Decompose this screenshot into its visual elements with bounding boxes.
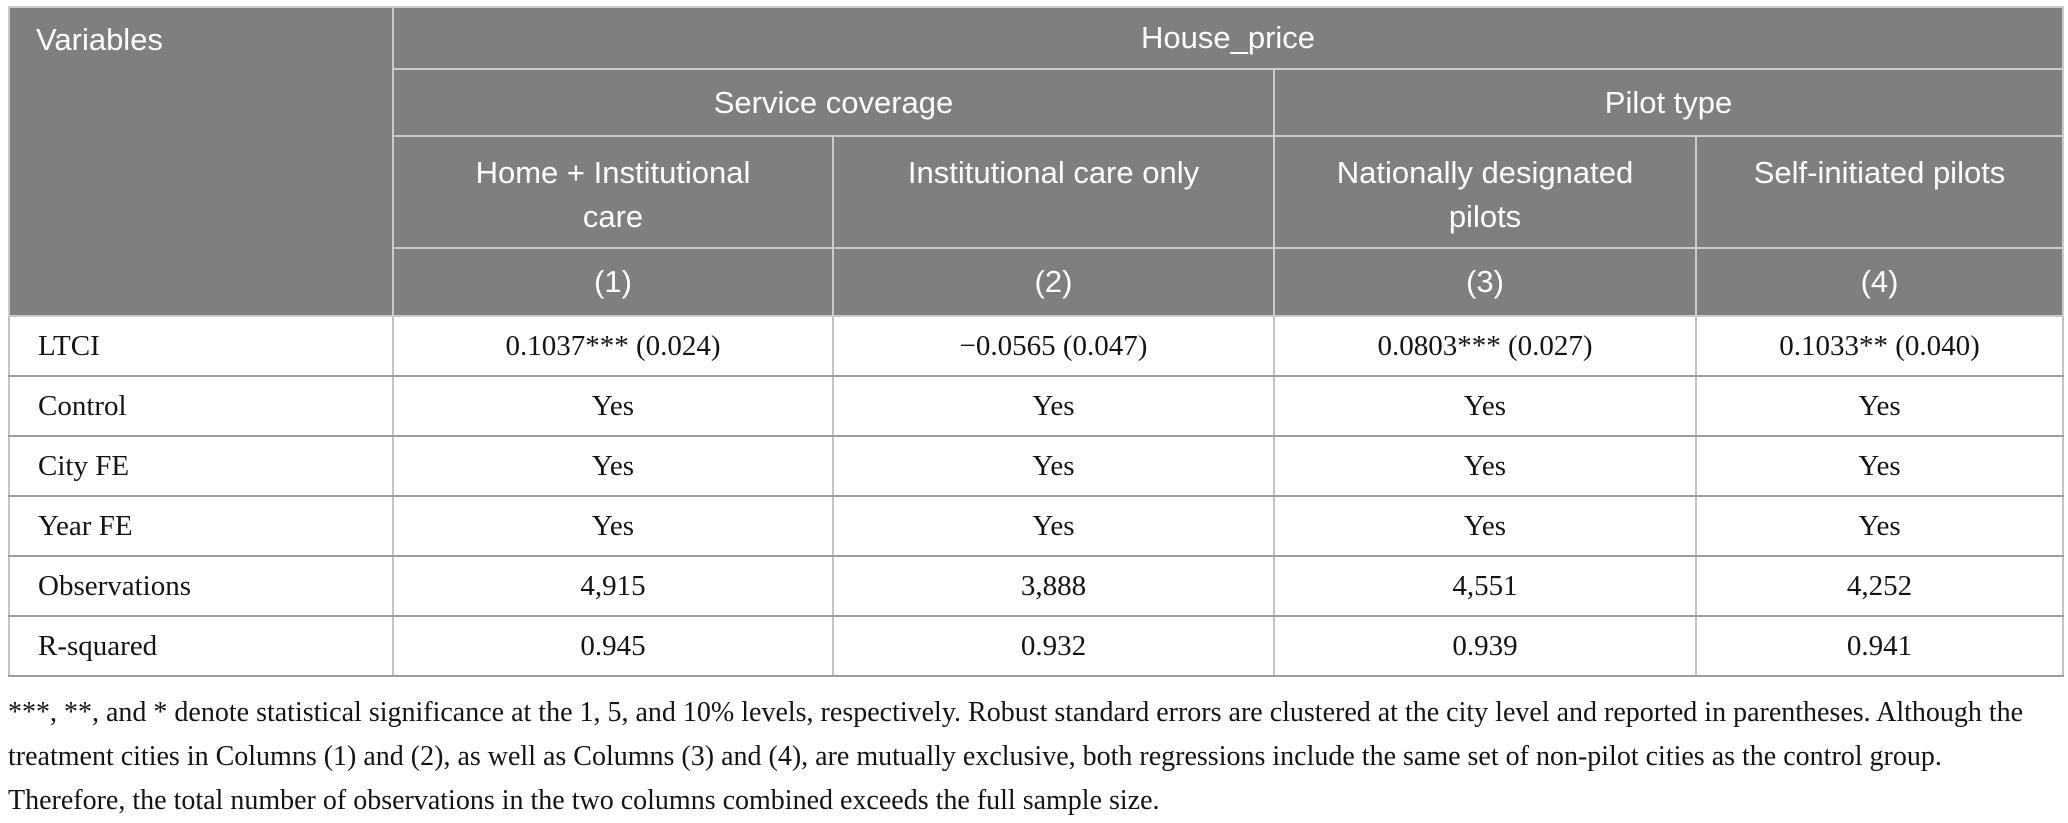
header-row-groups: Service coverage Pilot type — [9, 68, 2065, 137]
column-header-self-initiated: Self-initiated pilots — [1694, 135, 2065, 249]
column-number-2: (2) — [832, 247, 1275, 317]
paper-table-page: Variables House_price Service coverage P… — [0, 6, 2068, 822]
column-header-nationally-designated: Nationally designated pilots — [1273, 135, 1697, 249]
r-squared-cell-col1: 0.945 — [392, 615, 834, 677]
table-row-city-fe: City FE Yes Yes Yes Yes — [8, 435, 2065, 497]
column-header-label: Self-initiated pilots — [1753, 155, 2006, 190]
control-cell-col1: Yes — [392, 375, 834, 437]
column-header-label: Nationally designated pilots — [1336, 155, 1634, 234]
table-footnote: ***, **, and * denote statistical signif… — [8, 697, 2024, 816]
ltci-cell-col3: 0.0803*** (0.027) — [1273, 315, 1697, 377]
group-header-service-coverage: Service coverage — [392, 68, 1275, 137]
column-header-institutional-only: Institutional care only — [832, 135, 1275, 249]
column-number-3: (3) — [1273, 247, 1697, 317]
row-label-observations: Observations — [8, 555, 394, 617]
year-fe-cell-col2: Yes — [832, 495, 1275, 557]
row-label-ltci: LTCI — [8, 315, 394, 377]
header-row-top: Variables House_price — [8, 6, 2065, 317]
regression-results-table: Variables House_price Service coverage P… — [8, 6, 2065, 677]
table-row-observations: Observations 4,915 3,888 4,551 4,252 — [8, 555, 2065, 617]
year-fe-cell-col3: Yes — [1273, 495, 1697, 557]
house-price-header-cell: House_price — [391, 6, 2065, 70]
table-row-r-squared: R-squared 0.945 0.932 0.939 0.941 — [8, 615, 2065, 677]
ltci-cell-col4: 0.1033** (0.040) — [1694, 315, 2065, 377]
ltci-cell-col2: −0.0565 (0.047) — [832, 315, 1275, 377]
table-row-ltci: LTCI 0.1037*** (0.024) −0.0565 (0.047) 0… — [8, 315, 2065, 377]
table-row-year-fe: Year FE Yes Yes Yes Yes — [8, 495, 2065, 557]
column-header-label: Home + Institutional care — [475, 155, 751, 234]
year-fe-cell-col1: Yes — [392, 495, 834, 557]
table-row-control: Control Yes Yes Yes Yes — [8, 375, 2065, 437]
group-header-pilot-type: Pilot type — [1272, 68, 2065, 137]
control-cell-col4: Yes — [1694, 375, 2065, 437]
row-label-r-squared: R-squared — [8, 615, 394, 677]
header-row-column-numbers: (1) (2) (3) (4) — [9, 247, 2065, 317]
column-header-label: Institutional care only — [907, 155, 1200, 190]
column-number-4: (4) — [1694, 247, 2065, 317]
control-cell-col3: Yes — [1273, 375, 1697, 437]
r-squared-cell-col3: 0.939 — [1273, 615, 1697, 677]
year-fe-cell-col4: Yes — [1694, 495, 2065, 557]
observations-cell-col3: 4,551 — [1273, 555, 1697, 617]
city-fe-cell-col3: Yes — [1273, 435, 1697, 497]
observations-cell-col4: 4,252 — [1694, 555, 2065, 617]
column-header-home-institutional: Home + Institutional care — [392, 135, 834, 249]
r-squared-cell-col4: 0.941 — [1694, 615, 2065, 677]
observations-cell-col1: 4,915 — [392, 555, 834, 617]
ltci-cell-col1: 0.1037*** (0.024) — [392, 315, 834, 377]
row-label-control: Control — [8, 375, 394, 437]
r-squared-cell-col2: 0.932 — [832, 615, 1275, 677]
city-fe-cell-col2: Yes — [832, 435, 1275, 497]
observations-cell-col2: 3,888 — [832, 555, 1275, 617]
city-fe-cell-col4: Yes — [1694, 435, 2065, 497]
variables-header-cell: Variables — [8, 6, 394, 317]
header-row-column-names: Home + Institutional care Institutional … — [9, 135, 2065, 249]
city-fe-cell-col1: Yes — [392, 435, 834, 497]
row-label-city-fe: City FE — [8, 435, 394, 497]
control-cell-col2: Yes — [832, 375, 1275, 437]
row-label-year-fe: Year FE — [8, 495, 394, 557]
column-number-1: (1) — [392, 247, 834, 317]
